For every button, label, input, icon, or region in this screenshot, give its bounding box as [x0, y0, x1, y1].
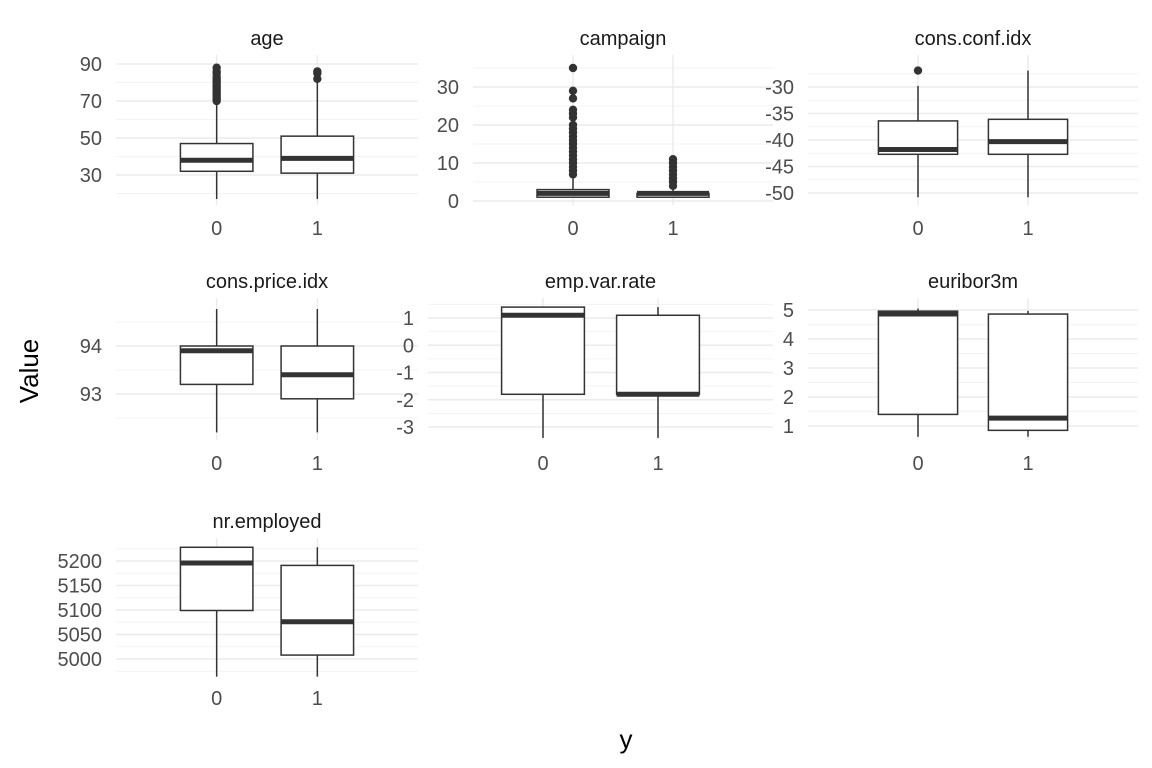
outlier-point	[568, 105, 578, 115]
panel-cons-price-idx: cons.price.idx 93 94 0 1	[80, 271, 418, 475]
y-tick-label: 0	[448, 191, 459, 213]
outlier-point	[568, 63, 578, 73]
iqr-box	[615, 314, 701, 396]
y-tick-label: 5050	[58, 625, 103, 647]
x-tick-label: 0	[537, 453, 548, 475]
y-tick-label: 0	[403, 335, 414, 357]
x-tick-label: 0	[211, 453, 222, 475]
y-tick-label: 1	[783, 416, 794, 438]
y-tick-label: 5100	[58, 600, 103, 622]
x-tick-label: 1	[312, 688, 323, 710]
y-tick-label: -2	[396, 390, 414, 412]
x-tick-label: 1	[312, 453, 323, 475]
panel-emp-var-rate: emp.var.rate -3 -2 -1 0 1 0 1	[396, 271, 773, 475]
x-tick-label: 1	[667, 218, 678, 240]
x-axis-title: y	[620, 724, 633, 754]
x-tick-label: 1	[312, 218, 323, 240]
y-tick-label: 93	[80, 384, 102, 406]
iqr-box	[500, 306, 586, 396]
y-tick-label: -40	[765, 130, 794, 152]
panel-title: age	[250, 28, 283, 50]
outlier-point	[313, 67, 322, 76]
outlier-point	[913, 66, 923, 75]
y-tick-label: 5150	[58, 576, 103, 598]
panel-title: nr.employed	[213, 511, 322, 533]
x-tick-label: 1	[1022, 453, 1033, 475]
x-tick-label: 0	[912, 218, 923, 240]
panel-campaign: campaign 0 10 20 30 0 1	[437, 28, 773, 240]
panel-age: age 30 50 70 90 0 1	[80, 28, 418, 240]
outlier-point	[668, 155, 678, 164]
y-tick-label: 30	[437, 77, 459, 99]
iqr-box	[280, 135, 355, 174]
x-tick-label: 0	[912, 453, 923, 475]
y-tick-label: -30	[765, 77, 794, 99]
panel-cons-conf-idx: cons.conf.idx -50 -45 -40 -35 -30 0 1	[765, 28, 1138, 240]
iqr-box	[179, 546, 254, 612]
y-tick-label: 10	[437, 153, 459, 175]
y-tick-label: 5000	[58, 649, 103, 671]
y-tick-label: 90	[80, 54, 102, 76]
y-tick-label: -3	[396, 417, 414, 439]
panel-title: cons.price.idx	[206, 271, 328, 293]
y-tick-label: -35	[765, 104, 794, 126]
outlier-point	[568, 94, 578, 103]
panel-title: emp.var.rate	[545, 271, 656, 293]
y-tick-label: 94	[80, 336, 102, 358]
y-tick-label: 3	[783, 358, 794, 380]
iqr-box	[280, 564, 355, 656]
x-tick-label: 0	[211, 218, 222, 240]
x-tick-label: 0	[211, 688, 222, 710]
y-tick-label: 70	[80, 91, 102, 113]
panel-title: cons.conf.idx	[915, 28, 1032, 50]
y-tick-label: 2	[783, 387, 794, 409]
y-tick-label: 4	[783, 329, 794, 351]
y-axis-title: Value	[14, 339, 44, 404]
y-tick-label: -50	[765, 183, 794, 205]
iqr-box	[987, 118, 1069, 156]
y-tick-label: 50	[80, 128, 102, 150]
y-tick-label: -45	[765, 157, 794, 179]
y-tick-label: 5200	[58, 551, 103, 573]
y-tick-label: 5	[783, 300, 794, 322]
panel-title: euribor3m	[928, 271, 1018, 293]
panel-euribor3m: euribor3m 1 2 3 4 5 0 1	[783, 271, 1138, 475]
outlier-point	[568, 120, 578, 130]
y-tick-label: 20	[437, 115, 459, 137]
iqr-box	[179, 142, 254, 173]
x-tick-label: 1	[1022, 218, 1033, 240]
iqr-box	[987, 313, 1069, 432]
iqr-box	[877, 310, 959, 416]
x-tick-label: 0	[567, 218, 578, 240]
panel-title: campaign	[580, 28, 667, 50]
outlier-point	[212, 63, 221, 72]
x-tick-label: 1	[652, 453, 663, 475]
y-tick-label: 30	[80, 165, 102, 187]
y-tick-label: 1	[403, 308, 414, 330]
y-tick-label: -1	[396, 363, 414, 385]
outlier-point	[568, 86, 578, 96]
